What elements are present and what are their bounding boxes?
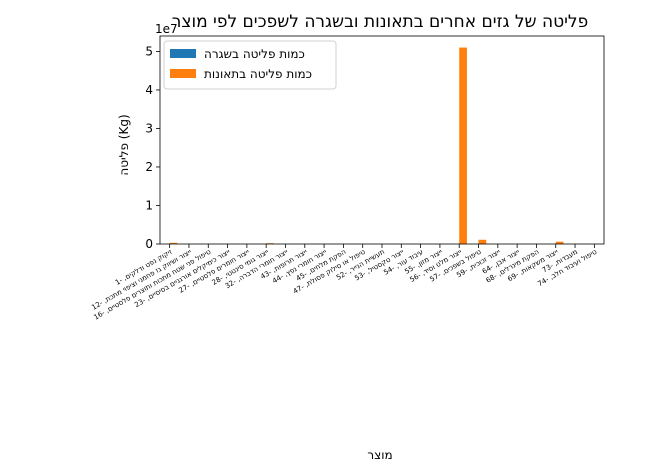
- y-tick-label-5: 5: [145, 44, 153, 58]
- y-axis-label: פליטה (Kg): [117, 114, 131, 175]
- bar-series-1-cat-0: [169, 242, 178, 244]
- legend-label-1: כמות פליטה בתאונות: [204, 67, 312, 81]
- bar-series-1-cat-20: [555, 241, 564, 244]
- bar-series-1-cat-16: [478, 239, 487, 244]
- x-axis-label: מוצר: [367, 448, 392, 462]
- chart-title: פליטה של גזים אחרים בתאונות ובשגרה לשפכי…: [172, 12, 588, 32]
- y-tick-label-0: 0: [145, 237, 153, 251]
- y-tick-label-1: 1: [145, 198, 153, 212]
- y-tick-label-3: 3: [145, 121, 153, 135]
- bar-series-1-cat-15: [459, 47, 467, 244]
- legend-swatch-1: [170, 69, 196, 78]
- y-tick-label-2: 2: [145, 160, 153, 174]
- y-axis-multiplier: 1e7: [155, 22, 178, 36]
- legend-box: [163, 40, 337, 90]
- legend: כמות פליטה בשגרה כמות פליטה בתאונות: [163, 40, 337, 90]
- legend-swatch-0: [170, 49, 196, 58]
- y-tick-label-4: 4: [145, 83, 153, 97]
- legend-label-0: כמות פליטה בשגרה: [204, 47, 305, 61]
